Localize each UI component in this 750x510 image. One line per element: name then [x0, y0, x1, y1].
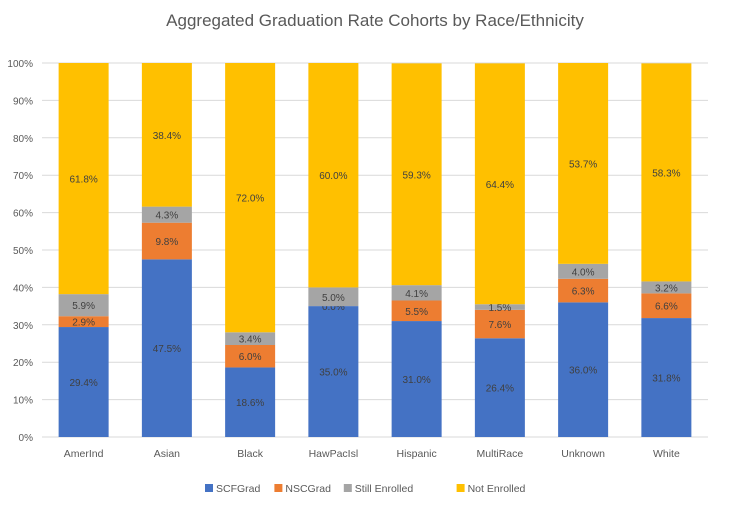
bar-segment	[141, 259, 192, 437]
data-label: 3.2%	[655, 283, 678, 294]
bar-segment	[474, 304, 525, 310]
data-label: 6.6%	[655, 302, 678, 313]
bar-segment	[141, 206, 192, 223]
data-label: 5.5%	[405, 307, 428, 318]
data-label: 58.3%	[652, 168, 680, 179]
data-label: 3.4%	[239, 335, 262, 346]
data-label: 26.4%	[486, 384, 514, 395]
bar-segment	[308, 306, 359, 437]
y-tick-label: 30%	[13, 321, 33, 332]
bar-segment	[225, 63, 276, 333]
data-label: 9.8%	[155, 237, 178, 248]
chart-title: Aggregated Graduation Rate Cohorts by Ra…	[166, 11, 584, 30]
bar-segment	[474, 338, 525, 437]
bar-segment	[141, 63, 192, 207]
legend-swatch	[343, 484, 352, 492]
x-tick-label: Hispanic	[396, 448, 436, 460]
data-label: 7.6%	[488, 320, 511, 331]
bar-segment	[391, 321, 442, 437]
legend-swatch	[456, 484, 465, 492]
legend-swatch	[274, 484, 283, 492]
data-label: 5.9%	[72, 301, 95, 312]
data-label: 6.3%	[572, 287, 595, 298]
data-label: 18.6%	[236, 398, 264, 409]
x-tick-label: Black	[237, 448, 263, 460]
data-label: 29.4%	[69, 378, 97, 389]
data-label: 61.8%	[69, 175, 97, 186]
y-tick-label: 90%	[13, 96, 33, 107]
bar-segment	[391, 300, 442, 322]
data-label: 72.0%	[236, 194, 264, 205]
data-label: 38.4%	[153, 131, 181, 142]
data-label: 47.5%	[153, 344, 181, 355]
data-label: 36.0%	[569, 366, 597, 377]
bar-segment	[558, 302, 609, 437]
bar-segment	[308, 63, 359, 288]
bar-segment	[641, 63, 692, 282]
data-label: 6.0%	[239, 352, 262, 363]
bar-segment	[474, 63, 525, 305]
data-label: 4.0%	[572, 267, 595, 278]
data-label: 53.7%	[569, 159, 597, 170]
data-label: 64.4%	[486, 180, 514, 191]
x-tick-label: HawPacIsl	[309, 448, 359, 460]
bar-segment	[141, 222, 192, 260]
bar-segment	[391, 63, 442, 286]
bar-segment	[308, 287, 359, 307]
legend-label: Not Enrolled	[468, 483, 526, 495]
bar-segment	[58, 327, 109, 437]
data-label: 5.0%	[322, 293, 345, 304]
legend-label: NSCGrad	[285, 483, 331, 495]
y-tick-label: 100%	[7, 59, 33, 70]
bar-segment	[225, 332, 276, 345]
legend-swatch	[205, 484, 213, 492]
bar-segment	[641, 281, 692, 294]
y-tick-label: 20%	[13, 358, 33, 369]
x-tick-label: White	[653, 448, 680, 460]
data-label: 59.3%	[402, 170, 430, 181]
y-tick-label: 40%	[13, 283, 33, 294]
bar-segment	[558, 263, 609, 279]
x-tick-label: Asian	[154, 448, 180, 460]
bar-segment	[58, 316, 109, 328]
x-tick-label: MultiRace	[477, 448, 524, 460]
bar-segment	[474, 309, 525, 339]
data-label: 31.0%	[402, 375, 430, 386]
bar-segment	[558, 63, 609, 264]
data-label: 0.0%	[322, 302, 345, 313]
bar-segment	[225, 344, 276, 368]
data-label: 4.1%	[405, 289, 428, 300]
data-label: 1.5%	[488, 303, 511, 314]
y-tick-label: 0%	[19, 433, 34, 444]
bar-segment	[558, 278, 609, 303]
bar-segment	[641, 318, 692, 437]
x-tick-label: AmerInd	[64, 448, 104, 460]
bar-segment	[225, 367, 276, 437]
data-label: 2.9%	[72, 318, 95, 329]
bar-segment	[58, 63, 109, 295]
bar-segment	[58, 294, 109, 317]
legend-label: Still Enrolled	[355, 483, 414, 495]
bar-segment	[641, 293, 692, 319]
y-tick-label: 80%	[13, 134, 33, 145]
x-tick-label: Unknown	[561, 448, 605, 460]
data-label: 31.8%	[652, 374, 680, 385]
data-label: 35.0%	[319, 368, 347, 379]
data-label: 4.3%	[155, 211, 178, 222]
bar-segment	[391, 285, 442, 301]
y-tick-label: 50%	[13, 246, 33, 257]
data-label: 60.0%	[319, 171, 347, 182]
y-tick-label: 60%	[13, 209, 33, 220]
y-tick-label: 10%	[13, 396, 33, 407]
legend-label: SCFGrad	[216, 483, 261, 495]
y-tick-label: 70%	[13, 171, 33, 182]
